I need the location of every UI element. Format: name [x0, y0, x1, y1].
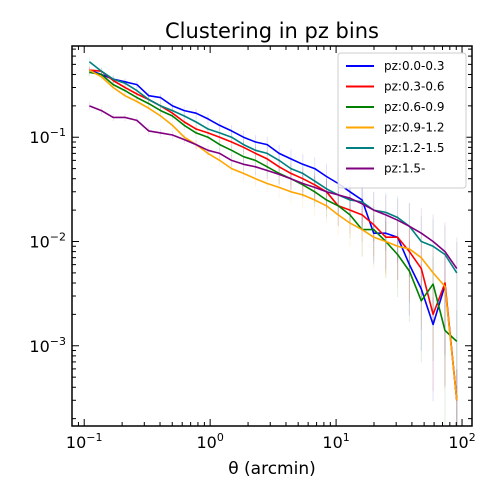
x-tick-label: 100 — [196, 431, 223, 452]
series-lines — [88, 61, 458, 401]
legend-label: pz:0.0-0.3 — [384, 59, 444, 73]
x-tick-label: 102 — [448, 431, 475, 452]
series-line — [89, 71, 458, 342]
legend: pz:0.0-0.3 pz:0.3-0.6 pz:0.6-0.9 pz:0.9-1.2… — [337, 52, 467, 189]
series-line — [88, 61, 458, 274]
series-line — [89, 105, 458, 270]
axis-ticks: 10−1 100 101 102 10−3 10−2 10−1 — [29, 46, 476, 452]
series-line — [89, 69, 458, 401]
x-tick-label: 101 — [322, 431, 349, 452]
plot-frame — [71, 45, 473, 427]
legend-label: pz:1.5- — [384, 162, 425, 176]
x-axis-label: θ (arcmin) — [228, 459, 316, 479]
y-tick-label: 10−3 — [29, 335, 66, 356]
legend-label: pz:0.3-0.6 — [384, 80, 444, 94]
legend-label: pz:0.9-1.2 — [384, 121, 444, 135]
y-tick-label: 10−2 — [29, 231, 66, 252]
chart-title: Clustering in pz bins — [165, 19, 379, 43]
x-tick-label: 10−1 — [66, 431, 103, 452]
y-tick-label: 10−1 — [29, 126, 66, 147]
legend-label: pz:1.2-1.5 — [384, 141, 444, 155]
legend-label: pz:0.6-0.9 — [384, 100, 444, 114]
